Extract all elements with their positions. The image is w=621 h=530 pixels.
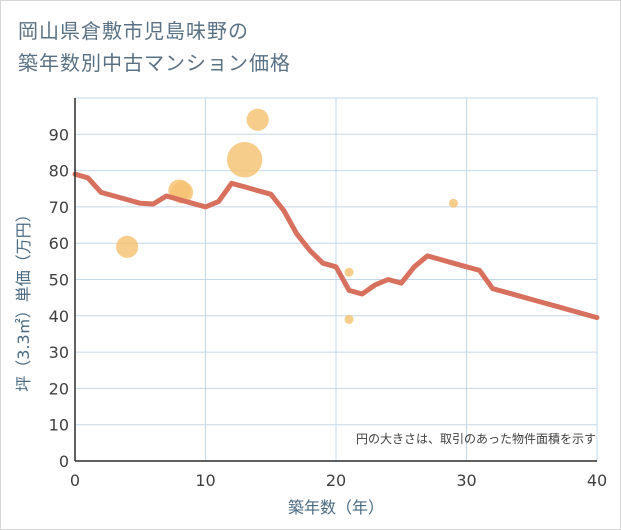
- x-axis-label: 築年数（年）: [288, 498, 384, 517]
- y-tick-70: 70: [49, 198, 69, 217]
- y-tick-90: 90: [49, 125, 69, 144]
- axis-layer: [74, 98, 597, 462]
- tick-labels: 0 10 20 30 40 50 60 70 80 90 0 10 20 30 40: [49, 125, 608, 490]
- y-tick-80: 80: [49, 162, 69, 181]
- trend-line: [72, 171, 600, 321]
- y-tick-0: 0: [59, 452, 69, 471]
- x-tick-0: 0: [70, 471, 80, 490]
- data-point-3: [226, 142, 263, 178]
- y-tick-60: 60: [49, 234, 69, 253]
- x-tick-40: 40: [587, 471, 607, 490]
- y-axis-label: 坪（3.3㎡）単価（万円）: [14, 206, 33, 391]
- data-point-4: [246, 108, 269, 131]
- chart-title: 岡山県倉敷市児島味野の 築年数別中古マンション価格: [18, 15, 291, 79]
- trend-layer: [72, 171, 600, 321]
- grid-layer: [74, 97, 598, 462]
- chart-title-line-1: 岡山県倉敷市児島味野の: [18, 19, 249, 43]
- y-tick-20: 20: [49, 379, 69, 398]
- data-point-5: [344, 267, 354, 277]
- data-point-0: [116, 235, 139, 258]
- chart-title-line-2: 築年数別中古マンション価格: [18, 51, 291, 75]
- y-tick-40: 40: [49, 307, 69, 326]
- y-tick-50: 50: [49, 271, 69, 290]
- y-tick-30: 30: [49, 343, 69, 362]
- x-tick-30: 30: [456, 471, 476, 490]
- bubble-layer: [116, 108, 458, 324]
- data-point-6: [344, 314, 354, 324]
- x-tick-10: 10: [195, 471, 215, 490]
- data-point-7: [448, 198, 458, 208]
- size-note: 円の大きさは、取引のあった物件面積を示す: [356, 431, 596, 446]
- y-tick-10: 10: [49, 416, 69, 435]
- x-tick-20: 20: [326, 471, 346, 490]
